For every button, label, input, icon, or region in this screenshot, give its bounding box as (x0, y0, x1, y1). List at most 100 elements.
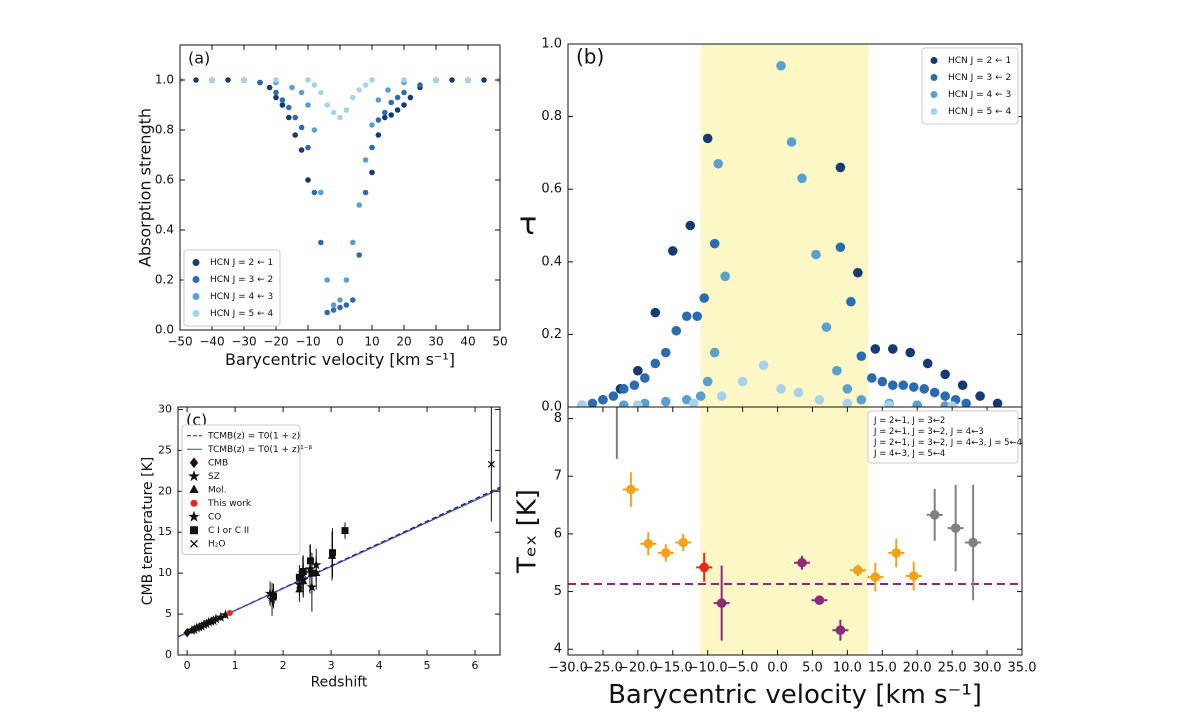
point (433, 77, 439, 83)
point (922, 358, 933, 369)
y-tick-label: 25 (158, 443, 172, 456)
y-axis-label: τ (519, 207, 537, 242)
legend-label: HCN J = 2 ← 1 (210, 258, 273, 268)
point (598, 394, 608, 405)
point (853, 267, 863, 278)
point (295, 573, 303, 581)
y-tick-label: 0.6 (155, 173, 174, 187)
point (587, 398, 598, 407)
y-tick-label: 4 (554, 642, 562, 657)
x-tick-label: 10.0 (833, 661, 862, 676)
legend-marker (192, 276, 200, 283)
y-tick-label: 5 (165, 607, 172, 620)
plot-area (577, 44, 1003, 407)
point (292, 132, 299, 138)
point (709, 238, 720, 249)
x-tick-label: −10.0 (688, 661, 728, 676)
highlight-span (700, 44, 869, 407)
legend-box (183, 249, 281, 327)
point (699, 562, 709, 573)
point (382, 109, 388, 116)
x-tick-label: −30.0 (548, 661, 588, 676)
point (608, 391, 619, 401)
legend-marker (930, 74, 938, 81)
point (356, 202, 363, 208)
point (273, 89, 279, 96)
point (279, 97, 286, 103)
legend-marker (188, 470, 200, 482)
point (793, 387, 804, 398)
point (797, 173, 807, 184)
point (786, 137, 797, 147)
point (856, 351, 867, 361)
point (481, 77, 487, 83)
y-tick-label: 0.8 (155, 123, 174, 137)
point (737, 376, 748, 387)
point (908, 571, 919, 581)
point (867, 373, 877, 383)
point (369, 169, 375, 176)
y-axis-label: CMB temperature [K] (140, 457, 156, 605)
point (279, 102, 286, 108)
point (797, 557, 807, 568)
point (912, 400, 923, 407)
y-tick-label: 0.4 (155, 223, 174, 237)
point (821, 322, 832, 332)
point (940, 369, 950, 380)
point (417, 82, 423, 88)
x-tick-label: 5 (424, 659, 431, 672)
legend-label: HCN J = 4 ← 3 (948, 90, 1011, 100)
y-tick-label: 10 (158, 566, 172, 579)
point (350, 239, 356, 246)
legend-label: J = 4←3, J = 5←4 (873, 449, 945, 459)
point (286, 114, 292, 121)
y-tick-label: 0.8 (541, 109, 562, 124)
y-axis-label: Tₑₓ [K] (513, 489, 543, 574)
point (324, 102, 331, 108)
x-tick-label: −30 (231, 335, 256, 349)
legend-label: TCMB(z) = T0(1 + z) (207, 431, 300, 441)
panel-label: (b) (576, 45, 604, 69)
point (337, 304, 343, 311)
legend-label: HCN J = 5 ← 4 (210, 309, 274, 319)
point (619, 384, 629, 394)
point (846, 296, 856, 307)
plot-area (568, 407, 1022, 655)
x-tick-label: 20.0 (903, 661, 932, 676)
x-tick-label: −15.0 (653, 661, 693, 676)
point (388, 112, 395, 118)
point (842, 384, 853, 394)
point (266, 84, 273, 91)
panel-label: (a) (188, 49, 210, 68)
point (577, 400, 587, 407)
x-tick-label: 0.0 (767, 661, 788, 676)
point (273, 94, 279, 101)
point (908, 382, 919, 392)
x-tick-label: 3 (328, 659, 335, 672)
point (716, 391, 727, 401)
point (308, 569, 316, 577)
point (330, 302, 337, 308)
point (957, 380, 968, 391)
point (343, 277, 350, 283)
point (947, 401, 957, 407)
point (887, 380, 898, 391)
legend-marker (189, 457, 199, 469)
point (318, 239, 324, 246)
point (884, 400, 895, 407)
point (660, 548, 671, 558)
highlight-span (700, 407, 869, 655)
x-tick-label: 10 (364, 335, 379, 349)
point (685, 220, 696, 231)
x-tick-label: 30.0 (973, 661, 1002, 676)
point (350, 94, 356, 101)
y-tick-label: 1.0 (155, 73, 174, 87)
point (856, 394, 867, 405)
point (382, 114, 388, 121)
point (619, 400, 629, 407)
legend-box (867, 410, 1019, 464)
point (305, 102, 311, 108)
point (209, 77, 215, 83)
point (292, 114, 299, 121)
point (362, 189, 369, 196)
